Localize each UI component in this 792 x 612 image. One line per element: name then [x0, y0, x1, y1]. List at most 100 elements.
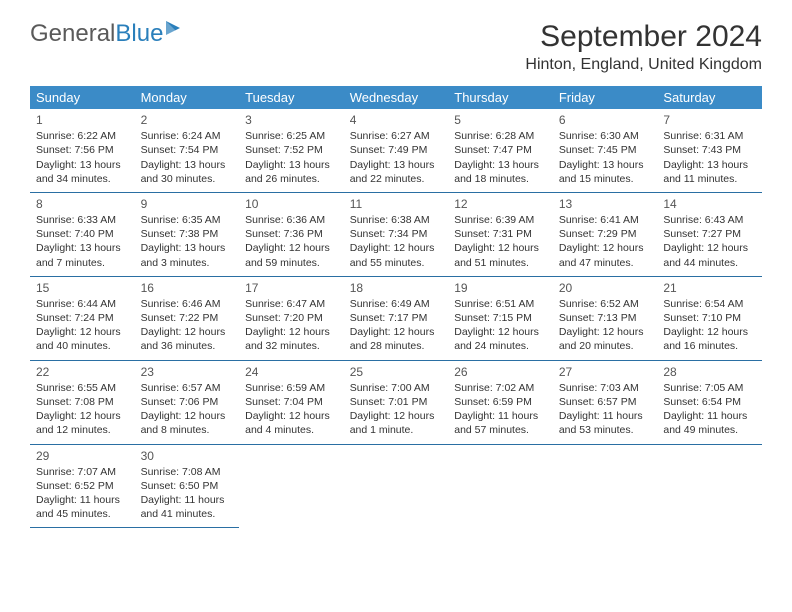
day-number: 24 [245, 364, 338, 380]
calendar-day-cell: 14Sunrise: 6:43 AMSunset: 7:27 PMDayligh… [657, 192, 762, 276]
day-number: 9 [141, 196, 234, 212]
sunset-text: Sunset: 7:47 PM [454, 143, 547, 157]
sunset-text: Sunset: 7:54 PM [141, 143, 234, 157]
weekday-header: Friday [553, 86, 658, 109]
sunrise-text: Sunrise: 6:41 AM [559, 213, 652, 227]
calendar-day-cell: 27Sunrise: 7:03 AMSunset: 6:57 PMDayligh… [553, 360, 658, 444]
daylight-text: and 32 minutes. [245, 339, 338, 353]
sunrise-text: Sunrise: 6:51 AM [454, 297, 547, 311]
day-number: 12 [454, 196, 547, 212]
sunset-text: Sunset: 7:22 PM [141, 311, 234, 325]
day-number: 22 [36, 364, 129, 380]
sunrise-text: Sunrise: 6:24 AM [141, 129, 234, 143]
sunrise-text: Sunrise: 6:47 AM [245, 297, 338, 311]
sunrise-text: Sunrise: 6:39 AM [454, 213, 547, 227]
daylight-text: and 22 minutes. [350, 172, 443, 186]
day-number: 26 [454, 364, 547, 380]
calendar-day-cell: 24Sunrise: 6:59 AMSunset: 7:04 PMDayligh… [239, 360, 344, 444]
sunset-text: Sunset: 7:52 PM [245, 143, 338, 157]
sunset-text: Sunset: 7:38 PM [141, 227, 234, 241]
sunrise-text: Sunrise: 6:55 AM [36, 381, 129, 395]
sunrise-text: Sunrise: 6:43 AM [663, 213, 756, 227]
sunset-text: Sunset: 7:06 PM [141, 395, 234, 409]
day-number: 8 [36, 196, 129, 212]
daylight-text: Daylight: 13 hours [559, 158, 652, 172]
sunset-text: Sunset: 7:34 PM [350, 227, 443, 241]
calendar-empty-cell [553, 444, 658, 528]
sunrise-text: Sunrise: 7:00 AM [350, 381, 443, 395]
daylight-text: and 15 minutes. [559, 172, 652, 186]
day-number: 18 [350, 280, 443, 296]
sunset-text: Sunset: 6:50 PM [141, 479, 234, 493]
logo-arrow-icon [166, 21, 180, 35]
calendar-day-cell: 17Sunrise: 6:47 AMSunset: 7:20 PMDayligh… [239, 276, 344, 360]
daylight-text: Daylight: 12 hours [141, 409, 234, 423]
sunrise-text: Sunrise: 6:22 AM [36, 129, 129, 143]
daylight-text: Daylight: 12 hours [350, 241, 443, 255]
daylight-text: and 34 minutes. [36, 172, 129, 186]
sunset-text: Sunset: 7:01 PM [350, 395, 443, 409]
sunset-text: Sunset: 6:54 PM [663, 395, 756, 409]
daylight-text: and 20 minutes. [559, 339, 652, 353]
day-number: 4 [350, 112, 443, 128]
sunset-text: Sunset: 7:43 PM [663, 143, 756, 157]
daylight-text: Daylight: 12 hours [559, 241, 652, 255]
daylight-text: Daylight: 12 hours [559, 325, 652, 339]
day-number: 19 [454, 280, 547, 296]
sunrise-text: Sunrise: 6:52 AM [559, 297, 652, 311]
calendar-day-cell: 5Sunrise: 6:28 AMSunset: 7:47 PMDaylight… [448, 109, 553, 192]
sunrise-text: Sunrise: 6:38 AM [350, 213, 443, 227]
sunrise-text: Sunrise: 6:57 AM [141, 381, 234, 395]
calendar-day-cell: 19Sunrise: 6:51 AMSunset: 7:15 PMDayligh… [448, 276, 553, 360]
sunrise-text: Sunrise: 6:49 AM [350, 297, 443, 311]
day-number: 5 [454, 112, 547, 128]
calendar-day-cell: 20Sunrise: 6:52 AMSunset: 7:13 PMDayligh… [553, 276, 658, 360]
calendar-day-cell: 25Sunrise: 7:00 AMSunset: 7:01 PMDayligh… [344, 360, 449, 444]
day-number: 7 [663, 112, 756, 128]
day-number: 23 [141, 364, 234, 380]
day-number: 3 [245, 112, 338, 128]
daylight-text: and 55 minutes. [350, 256, 443, 270]
sunset-text: Sunset: 7:27 PM [663, 227, 756, 241]
sunset-text: Sunset: 7:08 PM [36, 395, 129, 409]
daylight-text: and 18 minutes. [454, 172, 547, 186]
daylight-text: Daylight: 12 hours [141, 325, 234, 339]
daylight-text: Daylight: 11 hours [141, 493, 234, 507]
calendar-day-cell: 22Sunrise: 6:55 AMSunset: 7:08 PMDayligh… [30, 360, 135, 444]
daylight-text: and 8 minutes. [141, 423, 234, 437]
day-number: 15 [36, 280, 129, 296]
daylight-text: and 30 minutes. [141, 172, 234, 186]
day-number: 14 [663, 196, 756, 212]
daylight-text: Daylight: 13 hours [36, 241, 129, 255]
daylight-text: and 4 minutes. [245, 423, 338, 437]
weekday-header-row: SundayMondayTuesdayWednesdayThursdayFrid… [30, 86, 762, 109]
weekday-header: Sunday [30, 86, 135, 109]
calendar-day-cell: 15Sunrise: 6:44 AMSunset: 7:24 PMDayligh… [30, 276, 135, 360]
sunset-text: Sunset: 7:29 PM [559, 227, 652, 241]
calendar-empty-cell [657, 444, 762, 528]
calendar-day-cell: 29Sunrise: 7:07 AMSunset: 6:52 PMDayligh… [30, 444, 135, 528]
sunrise-text: Sunrise: 6:54 AM [663, 297, 756, 311]
daylight-text: Daylight: 12 hours [36, 409, 129, 423]
sunset-text: Sunset: 7:56 PM [36, 143, 129, 157]
calendar-day-cell: 2Sunrise: 6:24 AMSunset: 7:54 PMDaylight… [135, 109, 240, 192]
daylight-text: Daylight: 12 hours [454, 241, 547, 255]
daylight-text: and 7 minutes. [36, 256, 129, 270]
sunset-text: Sunset: 6:59 PM [454, 395, 547, 409]
calendar-day-cell: 1Sunrise: 6:22 AMSunset: 7:56 PMDaylight… [30, 109, 135, 192]
day-number: 20 [559, 280, 652, 296]
daylight-text: and 49 minutes. [663, 423, 756, 437]
sunrise-text: Sunrise: 6:31 AM [663, 129, 756, 143]
calendar-day-cell: 18Sunrise: 6:49 AMSunset: 7:17 PMDayligh… [344, 276, 449, 360]
calendar-day-cell: 12Sunrise: 6:39 AMSunset: 7:31 PMDayligh… [448, 192, 553, 276]
daylight-text: and 57 minutes. [454, 423, 547, 437]
sunset-text: Sunset: 7:40 PM [36, 227, 129, 241]
daylight-text: and 28 minutes. [350, 339, 443, 353]
day-number: 11 [350, 196, 443, 212]
logo: GeneralBlue [30, 20, 180, 48]
daylight-text: and 3 minutes. [141, 256, 234, 270]
sunset-text: Sunset: 6:57 PM [559, 395, 652, 409]
day-number: 21 [663, 280, 756, 296]
weekday-header: Monday [135, 86, 240, 109]
sunrise-text: Sunrise: 6:27 AM [350, 129, 443, 143]
